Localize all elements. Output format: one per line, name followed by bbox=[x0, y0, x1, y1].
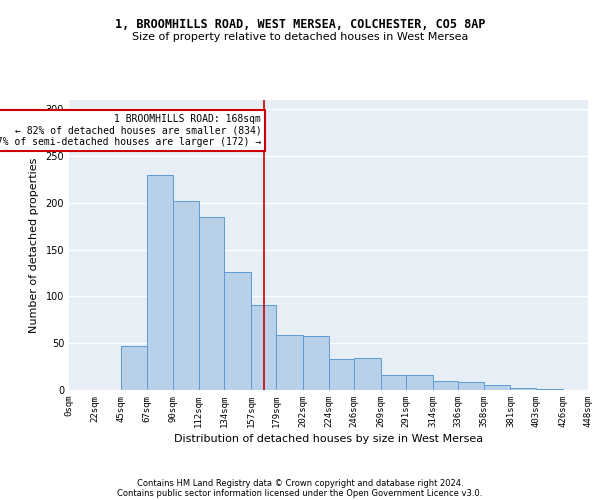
Bar bbox=[121, 346, 146, 390]
Bar bbox=[303, 336, 329, 390]
Y-axis label: Number of detached properties: Number of detached properties bbox=[29, 158, 38, 332]
Bar bbox=[224, 272, 251, 390]
Bar bbox=[199, 217, 224, 390]
Bar bbox=[329, 359, 354, 390]
Bar bbox=[277, 335, 303, 390]
Bar bbox=[146, 175, 173, 390]
Text: Size of property relative to detached houses in West Mersea: Size of property relative to detached ho… bbox=[132, 32, 468, 42]
Text: Contains public sector information licensed under the Open Government Licence v3: Contains public sector information licen… bbox=[118, 488, 482, 498]
Bar bbox=[484, 386, 511, 390]
Text: 1, BROOMHILLS ROAD, WEST MERSEA, COLCHESTER, CO5 8AP: 1, BROOMHILLS ROAD, WEST MERSEA, COLCHES… bbox=[115, 18, 485, 30]
Bar bbox=[173, 201, 199, 390]
Bar bbox=[406, 375, 433, 390]
Bar bbox=[433, 380, 458, 390]
Bar bbox=[511, 388, 536, 390]
Bar bbox=[458, 382, 484, 390]
Bar bbox=[354, 358, 380, 390]
Bar bbox=[380, 375, 406, 390]
Text: 1 BROOMHILLS ROAD: 168sqm
← 82% of detached houses are smaller (834)
17% of semi: 1 BROOMHILLS ROAD: 168sqm ← 82% of detac… bbox=[0, 114, 262, 147]
Bar bbox=[536, 389, 563, 390]
Text: Contains HM Land Registry data © Crown copyright and database right 2024.: Contains HM Land Registry data © Crown c… bbox=[137, 478, 463, 488]
Bar bbox=[251, 305, 277, 390]
X-axis label: Distribution of detached houses by size in West Mersea: Distribution of detached houses by size … bbox=[174, 434, 483, 444]
